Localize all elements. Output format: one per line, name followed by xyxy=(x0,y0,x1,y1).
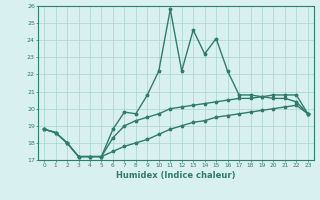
X-axis label: Humidex (Indice chaleur): Humidex (Indice chaleur) xyxy=(116,171,236,180)
